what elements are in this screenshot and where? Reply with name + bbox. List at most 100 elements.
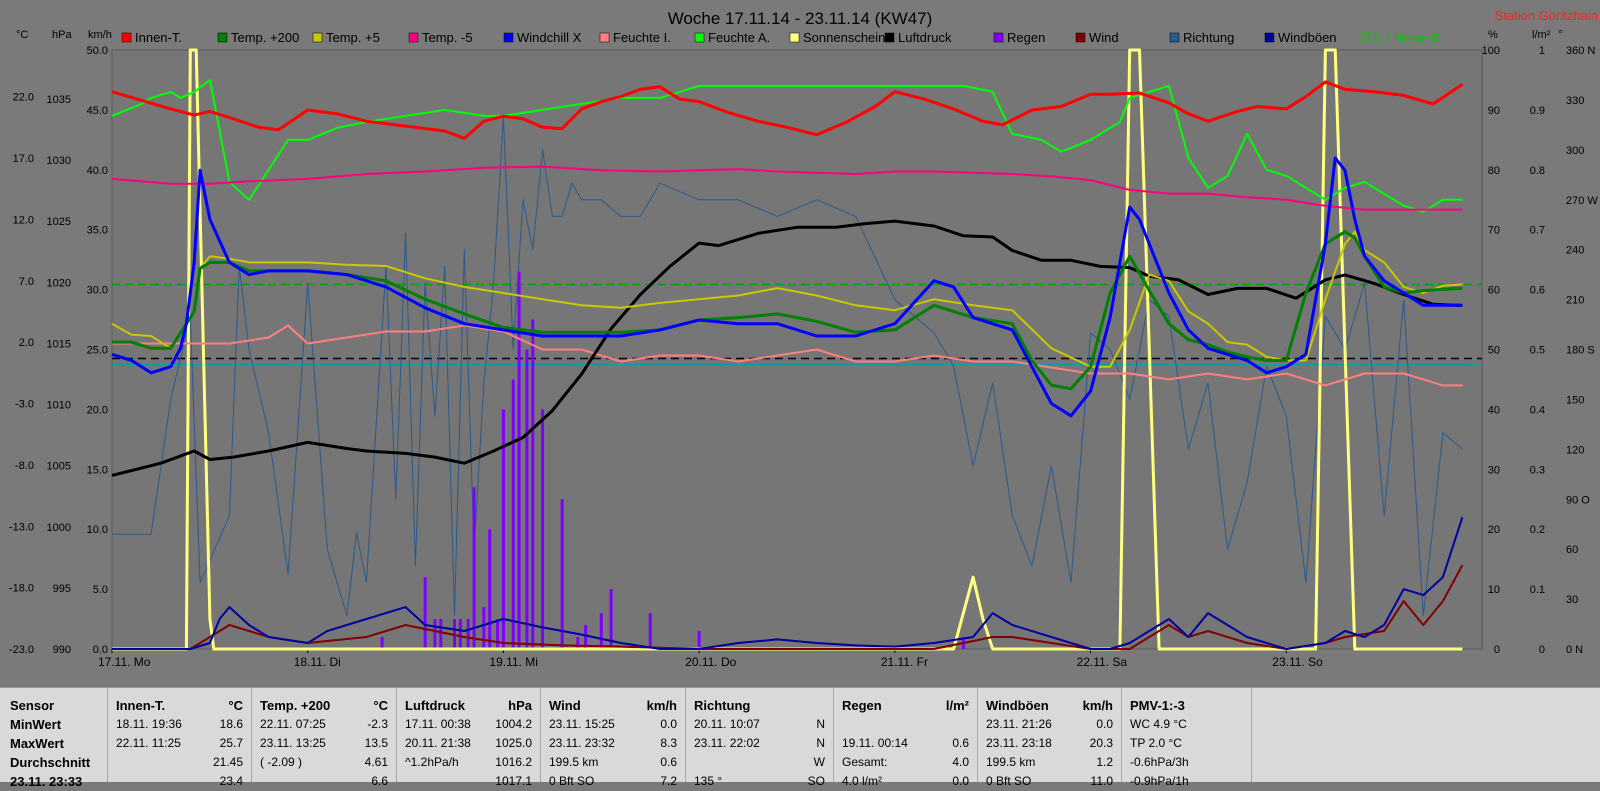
stats-column: Windböen km/h 23.11. 21:26 0.0 23.11. 23:18 2… [978,688,1122,788]
pressure-tick-label: 1030 [47,155,71,167]
legend-swatch [217,32,228,43]
stats-cell-value: SO [807,774,825,788]
bar-regen [531,319,535,649]
legend-label: Sonnenschein [803,30,885,45]
stats-cell-value: 1016.2 [495,755,532,769]
stats-cell-time: 135 ° [694,774,723,788]
bar-regen [697,631,701,649]
bar-regen [466,619,470,649]
pressure-tick-label: 1015 [47,338,71,350]
stats-column: Temp. +200 °C 22.11. 07:25 -2.3 23.11. 13:25… [252,688,397,788]
stats-cell-time: WC 4.9 °C [1130,717,1187,731]
stats-cell-time: 0 Bft SO [549,774,595,788]
plot-area [111,49,1483,650]
humidity-tick-label: 10 [1488,584,1500,596]
rain-tick-label: 0.3 [1530,464,1545,476]
wind-tick-label: 45.0 [87,105,108,117]
x-tick-label: 22.11. Sa [1077,655,1128,669]
rain-tick-label: 0.2 [1530,524,1545,536]
stats-cell-time: 23.11. 21:26 [986,717,1052,731]
series-line-feuchte-a [111,79,1463,213]
x-tick-label: 18.11. Di [294,655,341,669]
stats-cell-value: N [816,736,825,750]
stats-cell-time: 23.11. 15:25 [549,717,615,731]
stats-column-header: Richtung [694,698,751,713]
stats-cell-time: 4.0 l/m² [842,774,883,788]
stats-cell-time: ( -2.09 ) [260,755,303,769]
stats-column: PMV-1:-3 WC 4.9 °C TP 2.0 °C -0.6hPa/3h -0.9… [1122,688,1252,788]
humidity-tick-label: 40 [1488,404,1500,416]
bar-regen [609,589,613,649]
direction-tick-label: 0 N [1566,644,1583,656]
rain-tick-label: 0.4 [1530,404,1545,416]
temp-tick-label: 2.0 [19,337,34,349]
wind-tick-label: 50.0 [87,45,108,57]
bar-regen [525,349,529,649]
stats-cell-time: Gesamt: [842,755,888,769]
stats-cell-value: 20.3 [1089,736,1113,750]
legend-label: Temp. -5 [422,30,473,45]
direction-tick-label: 60 [1566,544,1578,556]
series-line-feuchte-i [112,324,1463,387]
rain-tick-label: 0.6 [1530,285,1545,297]
rain-tick-label: 1 [1539,45,1545,57]
direction-tick-label: 180 S [1566,345,1595,357]
stats-column: Regen l/m² 19.11. 00:14 0.6 Gesamt: 4.0 4.0 l/… [834,688,978,788]
rain-tick-label: 0.9 [1530,105,1545,117]
stats-column-header: Regen [842,698,882,713]
stats-cell-time: 18.11. 19:36 [116,717,182,731]
legend-swatch [503,32,514,43]
chart-title: Woche 17.11.14 - 23.11.14 (KW47) [668,9,933,28]
left-unit-label: km/h [88,29,112,41]
row-label-avg: Durchschnitt [10,755,91,770]
row-label-min: MinWert [10,717,62,732]
rain-tick-label: 0 [1539,644,1545,656]
stats-column-unit: °C [228,698,243,713]
stats-cell-time: ^1.2hPa/h [405,755,459,769]
stats-cell-time: 20.11. 21:38 [405,736,471,750]
stats-column: Richtung 20.11. 10:07 N 23.11. 22:02 N W 135 °… [686,688,834,788]
stats-column-unit: l/m² [945,698,969,713]
stats-column-unit: km/h [646,698,677,713]
stats-cell-time: 22.11. 11:25 [116,736,181,750]
right-unit-label: % [1488,29,1498,41]
bar-regen [511,379,515,649]
bar-regen [560,499,564,649]
row-label-current: 23.11. 23:33 [10,774,83,789]
humidity-tick-label: 50 [1488,345,1500,357]
wind-tick-label: 0.0 [93,644,108,656]
legend-label: Richtung [1183,30,1234,45]
humidity-tick-label: 90 [1488,105,1500,117]
weather-chart: Woche 17.11.14 - 23.11.14 (KW47) Station… [8,8,1599,669]
stats-cell-time: -0.9hPa/1h [1130,774,1189,788]
stats-cell-value: 1.2 [1096,755,1113,769]
series-line-windb-en [112,516,1464,650]
stats-cell-time: 23.11. 22:02 [694,736,760,750]
stats-cell-value: 0.6 [952,736,969,750]
stats-cell-time: 199.5 km [986,755,1036,769]
bar-regen [472,487,476,649]
bar-regen [541,409,545,649]
wind-tick-label: 5.0 [93,584,108,596]
temp-tick-label: 17.0 [13,153,34,165]
series-line-temp-5 [111,230,1463,368]
stats-column-header: PMV-1:-3 [1130,698,1185,713]
humidity-tick-label: 100 [1482,45,1500,57]
legend-swatch [599,32,610,43]
series-line-sonnenschein [112,48,1463,651]
direction-tick-label: 240 [1566,245,1584,257]
direction-tick-label: 150 [1566,394,1584,406]
wind-tick-label: 15.0 [87,464,108,476]
legend-label: Feuchte I. [613,30,671,45]
stats-column: Luftdruck hPa 17.11. 00:38 1004.2 20.11. 21:… [397,688,541,788]
temp-tick-label: -3.0 [15,399,34,411]
stats-cell-time: 0 Bft SO [986,774,1032,788]
stats-cell-value: 25.7 [219,736,243,750]
legend-label: Temp. +5 [326,30,380,45]
stats-column: Innen-T. °C 18.11. 19:36 18.6 22.11. 11:25 25… [108,688,252,788]
stats-column-unit: °C [373,698,388,713]
temp-tick-label: -18.0 [9,583,34,595]
stats-cell-time: 17.11. 00:38 [405,717,471,731]
legend-swatch [312,32,323,43]
stats-column-header: Temp. +200 [260,698,331,713]
